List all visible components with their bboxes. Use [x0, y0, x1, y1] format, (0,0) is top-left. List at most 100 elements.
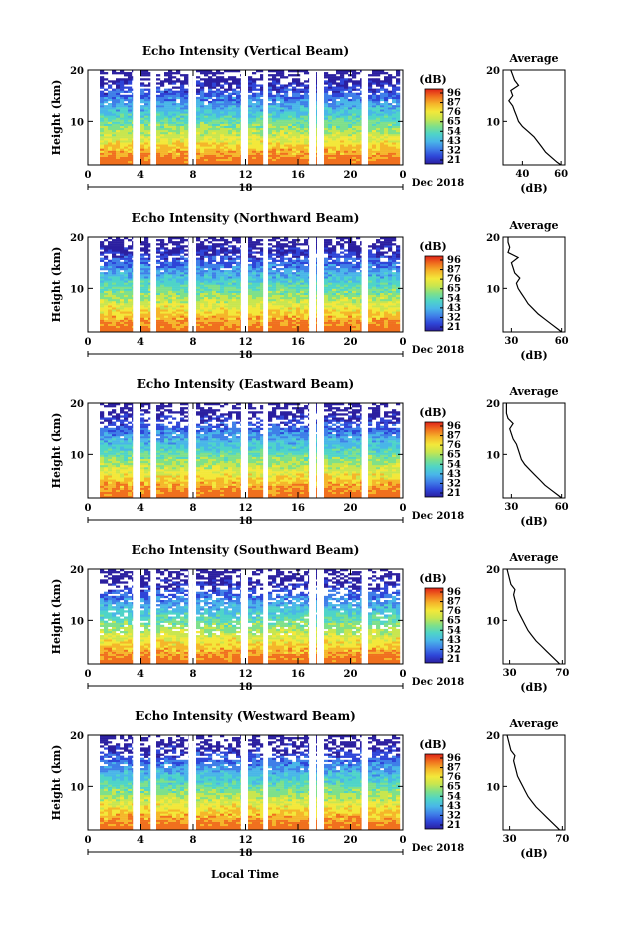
colorbar-unit: (dB): [419, 572, 446, 585]
y-tick-label: 20: [70, 66, 84, 77]
colorbar-tick-label: 54: [447, 791, 461, 802]
colorbar-tick-label: 76: [447, 274, 461, 285]
colorbar-tick-label: 54: [447, 625, 461, 636]
panel-5: Echo Intensity (Westward Beam) 20 10 Height…: [50, 709, 569, 860]
profile-y-tick-label: 10: [486, 782, 500, 793]
profile-frame: [502, 236, 566, 333]
colorbar-tick-label: 87: [447, 265, 461, 276]
y-tick-label: 20: [70, 565, 84, 576]
profile-line: [508, 69, 562, 166]
y-tick-label: 10: [70, 782, 84, 793]
colorbar: [424, 587, 444, 664]
x-tick-label: 0: [400, 669, 407, 680]
profile-frame: [502, 568, 566, 665]
profile-line: [506, 734, 561, 831]
profile-y-tick-label: 20: [486, 731, 500, 742]
data-gap: [151, 735, 156, 830]
data-gap: [93, 70, 98, 165]
colorbar-tick-label: 96: [447, 753, 461, 764]
profile-xlabel: (dB): [520, 681, 547, 694]
x-tick-label: 0: [85, 835, 92, 846]
x-tick-label: 16: [291, 669, 305, 680]
data-gap: [263, 403, 268, 498]
x-tick-label: 0: [400, 337, 407, 348]
profile-x-tick-label: 70: [555, 834, 569, 845]
data-gap: [188, 403, 193, 498]
x-tick-label: 16: [291, 835, 305, 846]
x-tick-label: 20: [344, 835, 358, 846]
colorbar-tick-label: 32: [447, 312, 461, 323]
profile-x-tick-label: 30: [503, 834, 517, 845]
colorbar-tick-label: 76: [447, 440, 461, 451]
colorbar-unit: (dB): [419, 73, 446, 86]
x-tick-label: 0: [85, 170, 92, 181]
colorbar-tick-label: 96: [447, 421, 461, 432]
colorbar-tick-label: 32: [447, 478, 461, 489]
heatmap-cells: [100, 237, 401, 333]
profile-x-tick-label: 40: [515, 169, 529, 180]
x-tick-label: 16: [291, 503, 305, 514]
x-tick-label: 12: [239, 835, 253, 846]
colorbar-tick-label: 76: [447, 107, 461, 118]
data-gap: [93, 569, 98, 664]
colorbar-tick-label: 21: [447, 322, 461, 333]
colorbar-tick-label: 21: [447, 654, 461, 665]
x-tick-label: 12: [239, 503, 253, 514]
x-tick-label: 4: [137, 835, 144, 846]
y-tick-label: 20: [70, 731, 84, 742]
y-tick-label: 20: [70, 233, 84, 244]
date-label: Dec 2018: [412, 677, 464, 688]
profile-line: [505, 403, 562, 499]
profile-xlabel: (dB): [520, 349, 547, 362]
x-tick-label: 20: [344, 669, 358, 680]
y-tick-label: 10: [70, 450, 84, 461]
x-tick-label: 20: [344, 503, 358, 514]
colorbar-tick-label: 76: [447, 606, 461, 617]
profile-y-tick-label: 10: [486, 450, 500, 461]
day-label: 18: [239, 516, 253, 527]
data-gap: [93, 403, 98, 498]
data-gap: [317, 735, 321, 830]
data-gap: [151, 70, 156, 165]
colorbar: [424, 421, 444, 498]
data-gap: [240, 70, 245, 165]
y-axis-label: Height (km): [50, 247, 63, 323]
x-tick-label: 16: [291, 337, 305, 348]
x-tick-label: 8: [190, 835, 197, 846]
colorbar: [424, 753, 444, 830]
data-gap: [188, 70, 193, 165]
data-gap: [309, 735, 314, 830]
colorbar-tick-label: 87: [447, 763, 461, 774]
profile-x-tick-label: 30: [504, 502, 518, 513]
profile-frame: [502, 734, 566, 831]
x-tick-label: 16: [291, 170, 305, 181]
x-tick-label: 20: [344, 170, 358, 181]
colorbar-tick-label: 65: [447, 450, 461, 461]
colorbar-tick-label: 96: [447, 587, 461, 598]
x-tick-label: 0: [85, 503, 92, 514]
colorbar-tick-label: 43: [447, 469, 461, 480]
data-gap: [133, 70, 138, 165]
colorbar-tick-label: 54: [447, 126, 461, 137]
profile-title: Average: [508, 52, 558, 65]
y-axis-label: Height (km): [50, 579, 63, 655]
data-gap: [240, 569, 245, 664]
date-label: Dec 2018: [412, 345, 464, 356]
x-axis-label: Local Time: [211, 868, 279, 881]
colorbar-tick-label: 43: [447, 303, 461, 314]
colorbar-tick-label: 54: [447, 459, 461, 470]
colorbar-tick-label: 87: [447, 431, 461, 442]
panel-4: Echo Intensity (Southward Beam) 20 10 Heigh…: [50, 543, 569, 694]
profile-y-tick-label: 20: [486, 66, 500, 77]
colorbar-tick-label: 65: [447, 782, 461, 793]
heatmap-cells: [100, 735, 401, 831]
data-gap: [188, 735, 193, 830]
data-gap: [240, 403, 245, 498]
panel-title: Echo Intensity (Westward Beam): [135, 709, 356, 723]
profile-x-tick-label: 30: [503, 668, 517, 679]
y-axis-label: Height (km): [50, 413, 63, 489]
x-tick-label: 0: [85, 337, 92, 348]
data-gap: [188, 237, 193, 332]
profile-y-tick-label: 20: [486, 565, 500, 576]
